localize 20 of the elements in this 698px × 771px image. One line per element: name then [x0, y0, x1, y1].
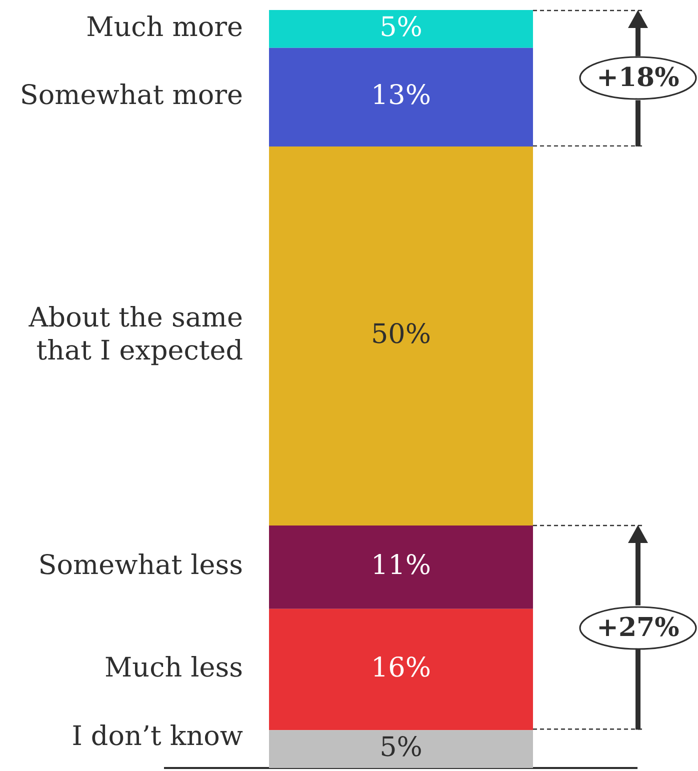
series-label: Somewhat more [20, 80, 243, 112]
series-label: About the same that I expected [28, 302, 243, 366]
series-label: Much more [86, 12, 243, 43]
data-label: 5% [380, 12, 422, 43]
text: +27% [596, 612, 680, 643]
series-label: Somewhat less [38, 550, 243, 582]
bar [269, 730, 533, 768]
data-label: 16% [370, 652, 432, 684]
data-label: 5% [380, 732, 422, 764]
bar [269, 608, 533, 730]
text: +18% [596, 63, 680, 94]
bar [269, 48, 533, 146]
data-label: 11% [370, 550, 432, 582]
series-label: Much less [104, 652, 243, 684]
bar [269, 10, 533, 48]
data-label: 13% [370, 80, 432, 112]
data-label: 50% [370, 318, 432, 350]
bar [269, 525, 533, 609]
series-label: I don’t know [72, 721, 243, 752]
bar [269, 146, 533, 526]
